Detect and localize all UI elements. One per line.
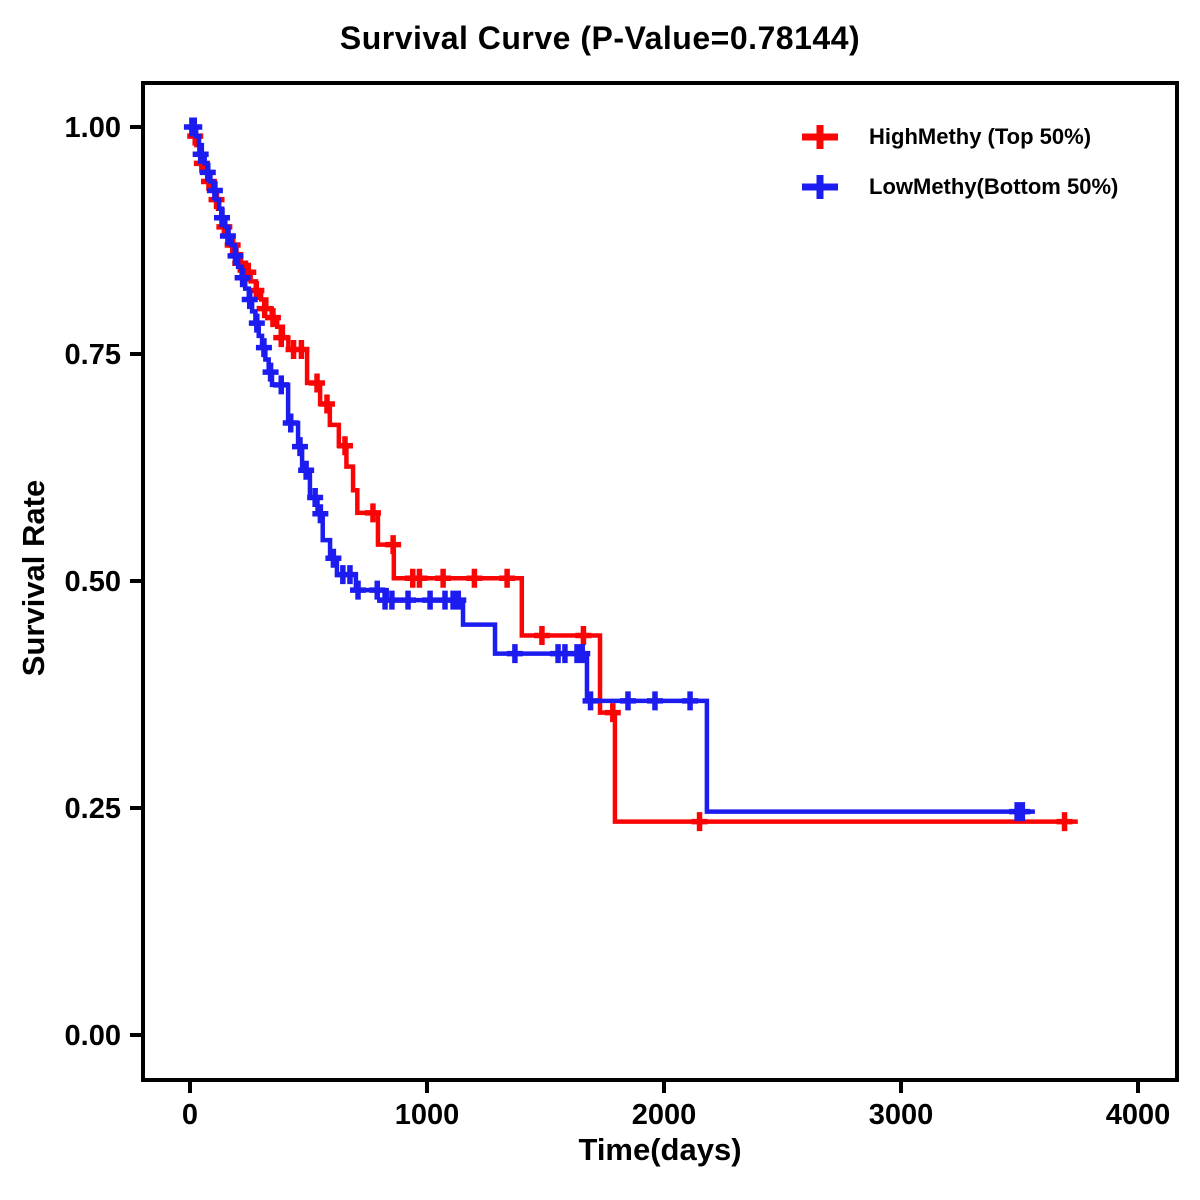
highmethy-censor-marks [187, 126, 1073, 832]
lowmethy-censor-marks [183, 117, 1031, 822]
y-tick-label: 1.00 [65, 112, 121, 144]
x-tick-label: 1000 [395, 1099, 460, 1131]
x-tick-label: 4000 [1106, 1099, 1171, 1131]
y-tick-label: 0.75 [65, 339, 121, 371]
y-tick-label: 0.50 [65, 566, 121, 598]
legend-item-lowmethy: LowMethy(Bottom 50%) [797, 172, 1118, 202]
legend-item-highmethy: HighMethy (Top 50%) [797, 122, 1091, 152]
legend-label-lowmethy: LowMethy(Bottom 50%) [869, 174, 1119, 199]
lowmethy-plus-icon [802, 175, 838, 199]
plot-border [141, 81, 1179, 1082]
y-tick-label: 0.00 [65, 1020, 121, 1052]
x-tick-label: 3000 [869, 1099, 934, 1131]
x-tick-label: 2000 [632, 1099, 697, 1131]
highmethy-plus-icon [802, 125, 838, 149]
chart-title: Survival Curve (P-Value=0.78144) [339, 20, 861, 56]
y-tick-label: 0.25 [65, 793, 121, 825]
y-axis-title: Survival Rate [16, 479, 51, 677]
highmethy-curve [190, 124, 1078, 824]
x-axis-title: Time(days) [578, 1132, 742, 1167]
x-tick-label: 0 [182, 1099, 198, 1131]
legend-label-highmethy: HighMethy (Top 50%) [869, 124, 1092, 149]
